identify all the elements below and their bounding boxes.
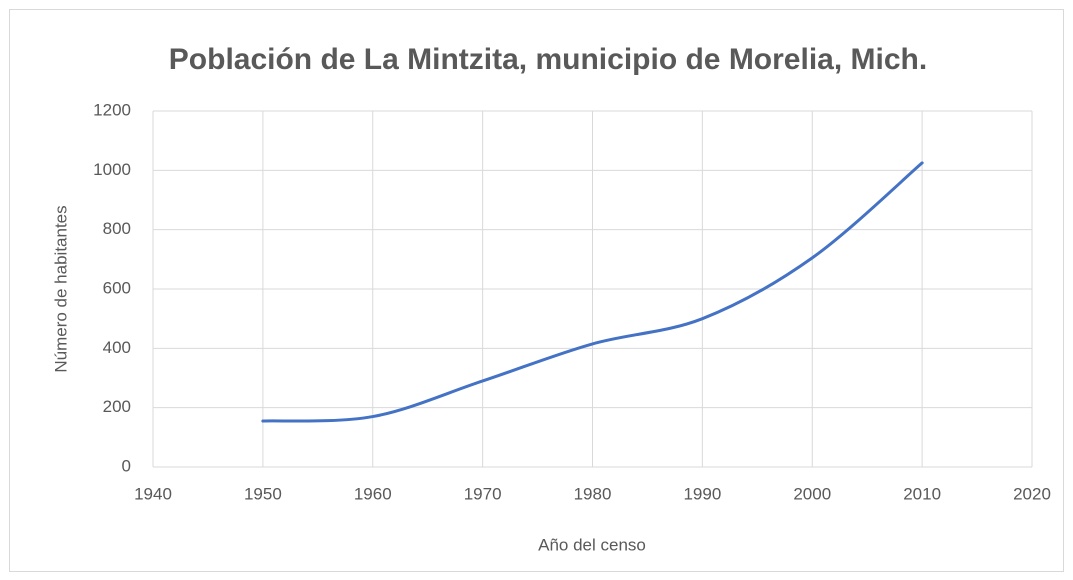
x-tick-label: 1960 xyxy=(354,484,392,503)
x-tick-label: 1980 xyxy=(574,484,612,503)
chart-title: Población de La Mintzita, municipio de M… xyxy=(169,43,927,76)
y-tick-label: 200 xyxy=(103,397,131,416)
x-tick-label: 2000 xyxy=(793,484,831,503)
y-tick-label: 800 xyxy=(103,219,131,238)
x-tick-label: 1940 xyxy=(134,484,172,503)
y-tick-label: 400 xyxy=(103,338,131,357)
y-tick-label: 1000 xyxy=(93,160,131,179)
x-tick-label: 1970 xyxy=(464,484,502,503)
line-series xyxy=(261,161,924,423)
y-tick-label: 1200 xyxy=(93,100,131,119)
y-tick-label: 0 xyxy=(122,456,131,475)
y-axis-title: Número de habitantes xyxy=(51,205,70,372)
y-tick-label: 600 xyxy=(103,278,131,297)
x-tick-label: 1990 xyxy=(683,484,721,503)
x-axis-title: Año del censo xyxy=(538,535,646,554)
x-tick-label: 2020 xyxy=(1013,484,1051,503)
chart-frame xyxy=(9,9,1064,572)
x-tick-label: 2010 xyxy=(903,484,941,503)
x-tick-label: 1950 xyxy=(244,484,282,503)
